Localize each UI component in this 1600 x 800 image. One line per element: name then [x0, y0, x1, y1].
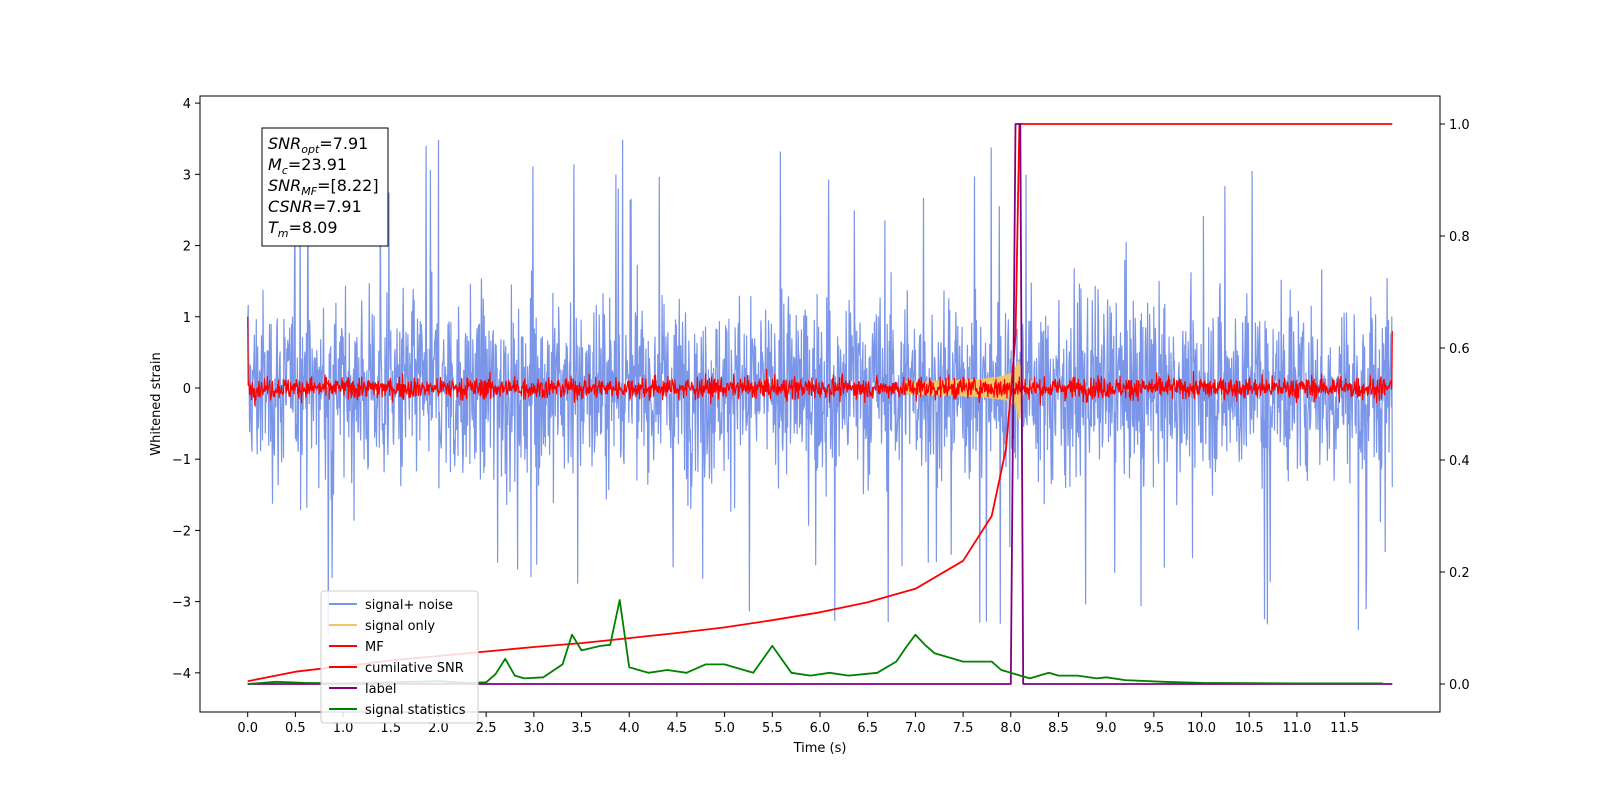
series-line-label	[247, 123, 1393, 685]
legend-label: signal only	[365, 619, 435, 634]
y2-axis: 1.0 0.8 0.6 0.4 0.2 0.0	[1440, 118, 1470, 693]
y-tick-label: 2	[183, 240, 191, 255]
x-tick-label: 2.0	[428, 721, 449, 736]
info-box-frame	[261, 127, 389, 247]
x-tick-label: 4.5	[667, 721, 688, 736]
x-tick-label: 5.0	[714, 721, 735, 736]
info-box: SNRopt=7.91Mc=23.91SNRMF=[8.22]CSNR=7.91…	[261, 127, 389, 247]
y2-tick-label: 0.2	[1449, 566, 1470, 581]
x-tick-label: 9.5	[1144, 721, 1165, 736]
y-tick-label: 3	[183, 168, 191, 183]
x-tick-label: 3.0	[524, 721, 545, 736]
x-tick-label: 9.0	[1096, 721, 1117, 736]
x-tick-label: 11.0	[1282, 721, 1311, 736]
info-box-line: Tm=8.09	[268, 218, 338, 240]
y2-tick-label: 0.8	[1449, 230, 1470, 245]
x-tick-label: 1.0	[333, 721, 354, 736]
y-tick-label: −1	[172, 453, 191, 468]
y-tick-label: 0	[183, 382, 191, 397]
legend-label: cumilative SNR	[365, 661, 464, 676]
legend-label: MF	[365, 640, 384, 655]
legend: signal+ noise signal only MF cumilative SNR…	[320, 590, 479, 724]
x-tick-label: 2.5	[476, 721, 497, 736]
y-axis-label: Whitened strain	[149, 352, 164, 455]
x-tick-label: 11.5	[1330, 721, 1359, 736]
series-line-mf	[247, 316, 1393, 406]
x-tick-label: 8.5	[1048, 721, 1069, 736]
x-tick-label: 8.0	[1000, 721, 1021, 736]
y-tick-label: −3	[172, 596, 191, 611]
info-box-line: CSNR=7.91	[268, 197, 362, 216]
series-line-signal-only	[904, 361, 1040, 420]
x-tick-label: 0.0	[237, 721, 258, 736]
info-box-line: SNRopt=7.91	[268, 134, 368, 156]
x-axis-label: Time (s)	[793, 741, 847, 756]
x-tick-label: 6.0	[810, 721, 831, 736]
legend-label: label	[365, 682, 396, 697]
x-tick-label: 10.0	[1187, 721, 1216, 736]
y2-tick-label: 0.4	[1449, 454, 1470, 469]
y2-tick-label: 0.6	[1449, 342, 1470, 357]
y-tick-label: −4	[172, 667, 191, 682]
y2-tick-label: 1.0	[1449, 118, 1470, 133]
x-tick-label: 4.0	[619, 721, 640, 736]
x-tick-label: 0.5	[285, 721, 306, 736]
x-tick-label: 3.5	[571, 721, 592, 736]
y-axis: 4 3 2 1 0 −1 −2 −3 −4	[172, 97, 200, 682]
x-axis: 0.0 0.5 1.0 1.5 2.0 2.5 3.0 3.5 4.0 4.5 5.0 5.5 6.0 6…	[237, 712, 1359, 736]
y-tick-label: 1	[183, 311, 191, 326]
x-tick-label: 7.5	[953, 721, 974, 736]
series-line-signal-noise	[247, 139, 1393, 635]
legend-label: signal+ noise	[365, 598, 453, 613]
legend-frame	[320, 590, 479, 724]
y-tick-label: −2	[172, 524, 191, 539]
x-tick-label: 5.5	[762, 721, 783, 736]
y-tick-label: 4	[183, 97, 191, 112]
info-box-line: SNRMF=[8.22]	[268, 176, 379, 198]
y2-tick-label: 0.0	[1449, 678, 1470, 693]
x-tick-label: 10.5	[1235, 721, 1264, 736]
info-box-line: Mc=23.91	[268, 155, 347, 177]
x-tick-label: 7.0	[905, 721, 926, 736]
legend-label: signal statistics	[365, 703, 466, 718]
x-tick-label: 1.5	[380, 721, 401, 736]
series-line-signal-statistics	[247, 599, 1383, 685]
x-tick-label: 6.5	[857, 721, 878, 736]
